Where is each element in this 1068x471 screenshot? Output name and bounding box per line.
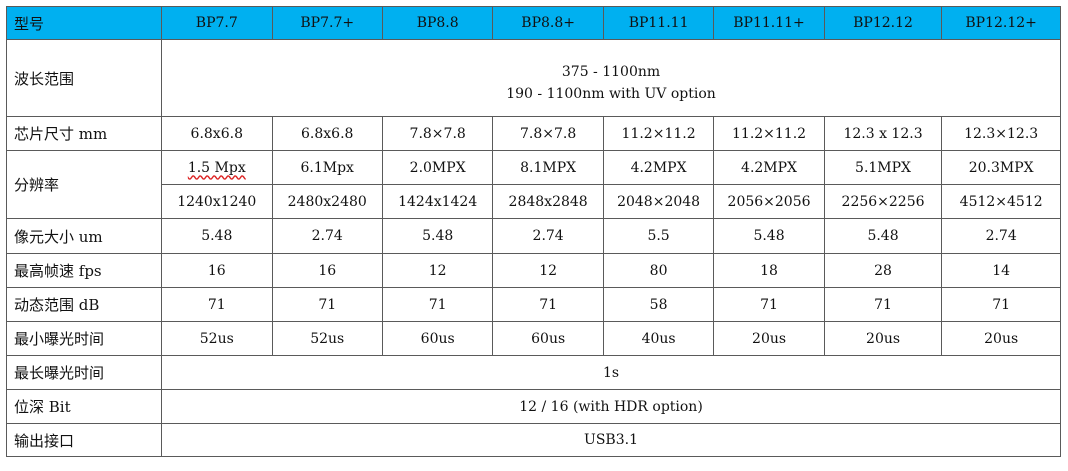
table-cell: 2256×2256: [823, 184, 943, 219]
table-cell: 2848x2848: [492, 184, 604, 219]
table-cell: 80: [602, 253, 715, 288]
table-cell: 1.5 Mpx: [161, 150, 273, 185]
table-cell: 20us: [823, 321, 943, 356]
table-cell: 2056×2056: [713, 184, 825, 219]
wavelength-standard: 375 - 1100nm: [561, 64, 661, 80]
pixel-size-row: 像元大小 um 5.48 2.74 5.48 2.74 5.5 5.48 5.4…: [5, 218, 1061, 254]
table-cell: 11.2×11.2: [602, 116, 715, 151]
model-cell: BP7.7+: [271, 6, 383, 40]
table-cell: 12.3×12.3: [941, 116, 1061, 151]
row-label: 分辨率: [5, 150, 163, 219]
table-cell: 11.2×11.2: [713, 116, 825, 151]
model-cell: BP7.7: [161, 6, 273, 40]
table-cell: 5.1MPX: [823, 150, 943, 185]
output-value: USB3.1: [161, 423, 1061, 457]
table-cell: 5.48: [823, 218, 943, 254]
table-cell: 5.48: [713, 218, 825, 254]
output-row: 输出接口 USB3.1: [5, 423, 1061, 457]
table-cell: 7.8×7.8: [381, 116, 494, 151]
max-exposure-row: 最长曝光时间 1s: [5, 355, 1061, 390]
table-cell: 2048×2048: [602, 184, 715, 219]
row-label: 最高帧速 fps: [5, 253, 163, 288]
bit-depth-value: 12 / 16 (with HDR option): [161, 389, 1061, 424]
table-cell: 2.74: [271, 218, 383, 254]
mpx-value: 1.5 Mpx: [187, 159, 246, 176]
row-label: 像元大小 um: [5, 218, 163, 254]
bit-depth-row: 位深 Bit 12 / 16 (with HDR option): [5, 389, 1061, 424]
spec-table: 型号 BP7.7 BP7.7+ BP8.8 BP8.8+ BP11.11 BP1…: [5, 6, 1061, 457]
table-cell: 28: [823, 253, 943, 288]
table-cell: 60us: [381, 321, 494, 356]
table-cell: 6.8x6.8: [161, 116, 273, 151]
wavelength-row: 波长范围 375 - 1100nm 190 - 1100nm with UV o…: [5, 39, 1061, 117]
table-cell: 16: [271, 253, 383, 288]
table-cell: 16: [161, 253, 273, 288]
table-cell: 12: [381, 253, 494, 288]
table-cell: 71: [823, 287, 943, 322]
table-cell: 6.1Mpx: [271, 150, 383, 185]
row-label: 动态范围 dB: [5, 287, 163, 322]
table-cell: 18: [713, 253, 825, 288]
table-cell: 71: [271, 287, 383, 322]
table-cell: 4.2MPX: [713, 150, 825, 185]
table-cell: 5.48: [381, 218, 494, 254]
table-cell: 52us: [271, 321, 383, 356]
table-cell: 5.5: [602, 218, 715, 254]
table-cell: 20us: [941, 321, 1061, 356]
table-cell: 14: [941, 253, 1061, 288]
table-cell: 71: [713, 287, 825, 322]
table-cell: 71: [492, 287, 604, 322]
row-label: 位深 Bit: [5, 389, 163, 424]
resolution-mpx-row: 分辨率 1.5 Mpx 6.1Mpx 2.0MPX 8.1MPX 4.2MPX …: [5, 150, 1061, 219]
table-cell: 58: [602, 287, 715, 322]
chip-size-row: 芯片尺寸 mm 6.8x6.8 6.8x6.8 7.8×7.8 7.8×7.8 …: [5, 116, 1061, 151]
table-cell: 40us: [602, 321, 715, 356]
table-cell: 12.3 x 12.3: [823, 116, 943, 151]
table-cell: 7.8×7.8: [492, 116, 604, 151]
model-cell: BP8.8+: [492, 6, 604, 40]
table-cell: 1240x1240: [161, 184, 273, 219]
table-cell: 2.0MPX: [381, 150, 494, 185]
table-cell: 20us: [713, 321, 825, 356]
table-cell: 60us: [492, 321, 604, 356]
model-cell: BP11.11+: [713, 6, 825, 40]
min-exposure-row: 最小曝光时间 52us 52us 60us 60us 40us 20us 20u…: [5, 321, 1061, 356]
table-cell: 71: [381, 287, 494, 322]
resolution-pixels-row: 1240x1240 2480x2480 1424x1424 2848x2848 …: [7, 184, 1061, 219]
max-exposure-value: 1s: [161, 355, 1061, 390]
wavelength-value: 375 - 1100nm 190 - 1100nm with UV option: [161, 39, 1061, 117]
dynamic-range-row: 动态范围 dB 71 71 71 71 58 71 71 71: [5, 287, 1061, 322]
table-cell: 71: [941, 287, 1061, 322]
table-cell: 2.74: [492, 218, 604, 254]
model-cell: BP12.12: [823, 6, 943, 40]
table-cell: 2480x2480: [271, 184, 383, 219]
table-cell: 8.1MPX: [492, 150, 604, 185]
table-cell: 71: [161, 287, 273, 322]
table-cell: 6.8x6.8: [271, 116, 383, 151]
table-cell: 20.3MPX: [941, 150, 1061, 185]
row-label: 芯片尺寸 mm: [5, 116, 163, 151]
table-cell: 4512×4512: [941, 184, 1061, 219]
model-cell: BP8.8: [381, 6, 494, 40]
row-label: 输出接口: [5, 423, 163, 457]
row-label: 最长曝光时间: [5, 355, 163, 390]
wavelength-uv-option: 190 - 1100nm with UV option: [506, 86, 716, 102]
row-label: 波长范围: [5, 39, 163, 117]
table-cell: 2.74: [941, 218, 1061, 254]
fps-row: 最高帧速 fps 16 16 12 12 80 18 28 14: [5, 253, 1061, 288]
table-cell: 1424x1424: [381, 184, 494, 219]
header-label: 型号: [5, 6, 163, 40]
table-cell: 4.2MPX: [602, 150, 715, 185]
model-cell: BP11.11: [602, 6, 715, 40]
header-row: 型号 BP7.7 BP7.7+ BP8.8 BP8.8+ BP11.11 BP1…: [5, 6, 1061, 40]
row-label: 最小曝光时间: [5, 321, 163, 356]
table-cell: 5.48: [161, 218, 273, 254]
table-cell: 52us: [161, 321, 273, 356]
table-cell: 12: [492, 253, 604, 288]
model-cell: BP12.12+: [941, 6, 1061, 40]
